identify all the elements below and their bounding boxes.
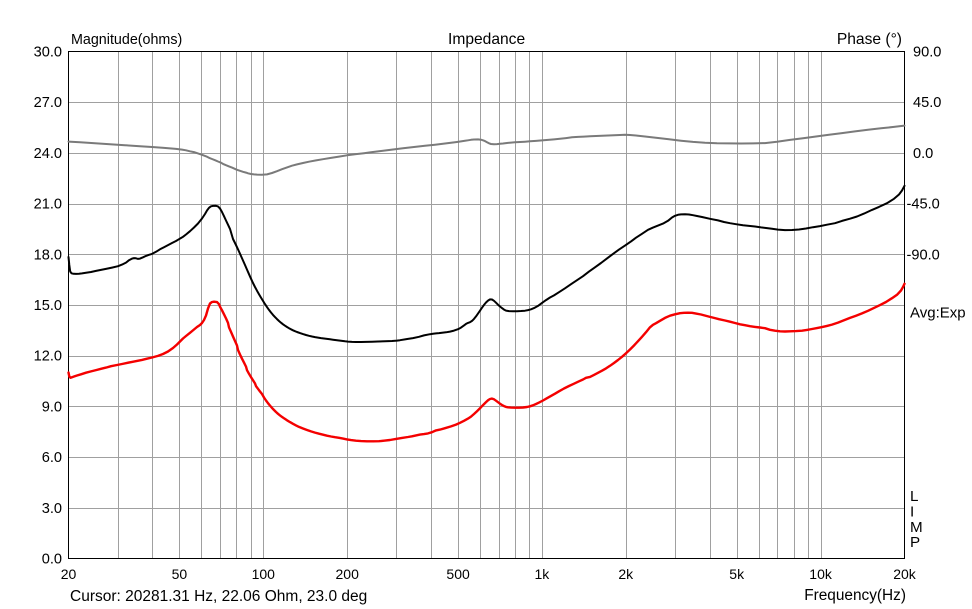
svg-text:45.0: 45.0 [913,95,941,111]
svg-text:1k: 1k [535,566,551,582]
svg-text:10k: 10k [809,566,833,582]
svg-text:0.0: 0.0 [913,146,933,162]
svg-text:30.0: 30.0 [34,45,62,61]
svg-text:90.0: 90.0 [913,45,941,61]
svg-text:-90.0: -90.0 [907,247,940,263]
svg-text:18.0: 18.0 [34,247,62,263]
svg-text:9.0: 9.0 [42,399,62,415]
svg-text:0.0: 0.0 [42,552,62,568]
svg-text:I: I [910,503,914,520]
svg-text:20k: 20k [893,566,917,582]
svg-text:20: 20 [61,566,77,582]
svg-text:12.0: 12.0 [34,349,62,365]
svg-text:15.0: 15.0 [34,298,62,314]
svg-text:6.0: 6.0 [42,450,62,466]
svg-text:-45.0: -45.0 [907,197,940,213]
svg-text:3.0: 3.0 [42,501,62,517]
svg-text:100: 100 [252,566,276,582]
svg-text:2k: 2k [618,566,634,582]
svg-text:P: P [910,534,920,551]
svg-text:Impedance: Impedance [448,31,525,48]
svg-text:500: 500 [446,566,470,582]
svg-text:Cursor: 20281.31 Hz, 22.06 Ohm: Cursor: 20281.31 Hz, 22.06 Ohm, 23.0 deg [70,588,367,605]
svg-text:Magnitude(ohms): Magnitude(ohms) [71,32,182,48]
svg-text:27.0: 27.0 [34,95,62,111]
svg-text:200: 200 [336,566,360,582]
svg-text:M: M [910,519,923,536]
svg-text:24.0: 24.0 [34,146,62,162]
svg-text:Avg:Exp: Avg:Exp [910,305,966,322]
svg-text:5k: 5k [729,566,745,582]
svg-text:50: 50 [172,566,188,582]
svg-text:L: L [910,488,918,505]
svg-text:Phase (°): Phase (°) [837,31,902,48]
svg-text:21.0: 21.0 [34,197,62,213]
svg-text:Frequency(Hz): Frequency(Hz) [804,587,906,604]
